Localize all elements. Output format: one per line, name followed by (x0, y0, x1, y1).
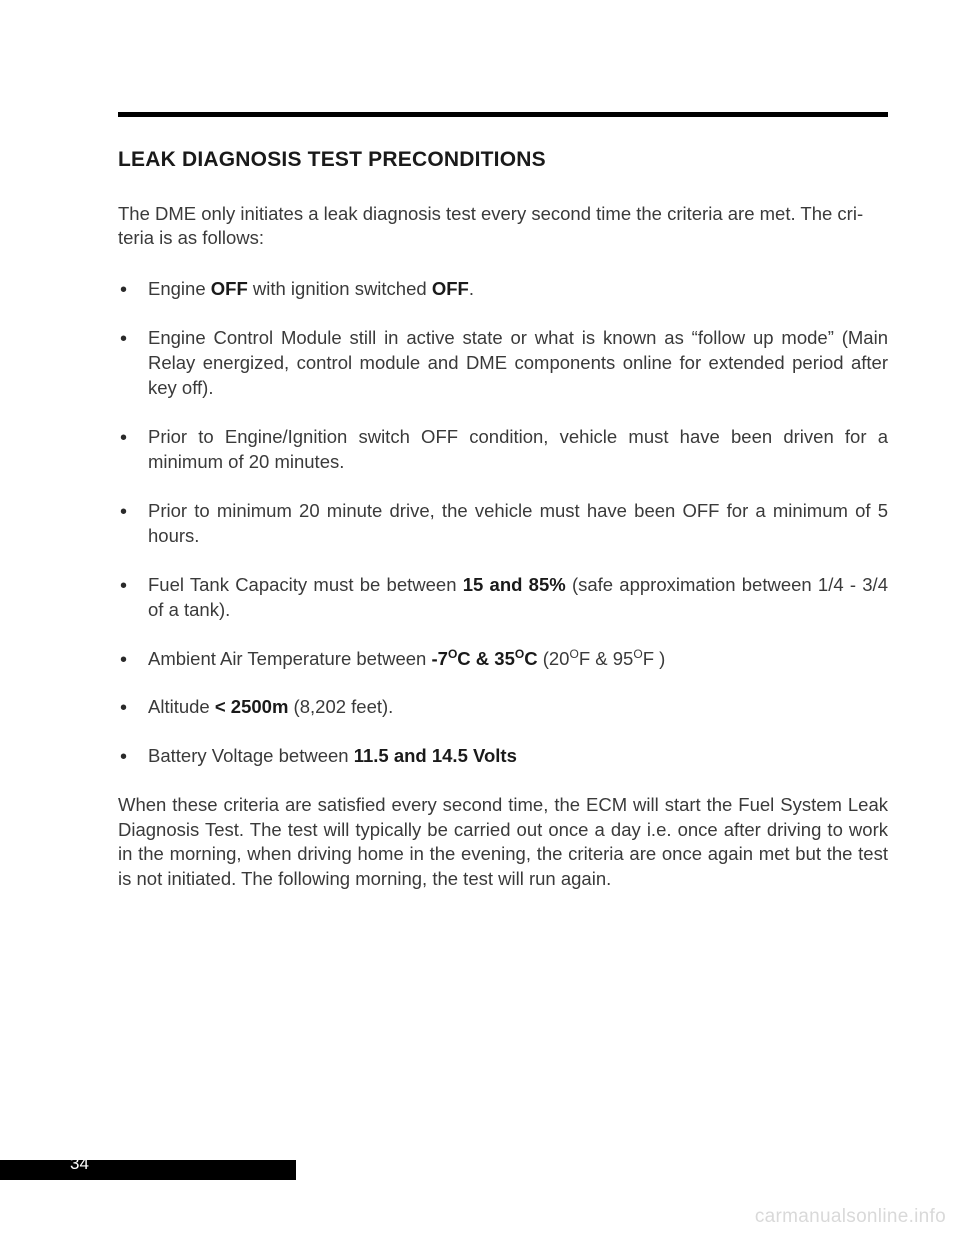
document-page: LEAK DIAGNOSIS TEST PRECONDITIONS The DM… (0, 0, 960, 1242)
intro-line-1: The DME only initiates a leak diagnosis … (118, 203, 863, 224)
text: Ambient Air Temperature between (148, 648, 431, 669)
criteria-item-3: Prior to Engine/Ignition switch OFF cond… (118, 425, 888, 475)
text: Engine (148, 278, 211, 299)
intro-paragraph: The DME only initiates a leak diagnosis … (118, 202, 888, 251)
page-content: LEAK DIAGNOSIS TEST PRECONDITIONS The DM… (118, 148, 888, 917)
top-horizontal-rule (118, 112, 888, 117)
bold-percent: 15 and 85% (463, 574, 572, 595)
t: C & 35 (457, 648, 515, 669)
intro-line-2: teria is as follows: (118, 227, 264, 248)
page-number: 34 (70, 1154, 89, 1174)
section-heading: LEAK DIAGNOSIS TEST PRECONDITIONS (118, 148, 888, 172)
text: . (469, 278, 474, 299)
text: with ignition switched (248, 278, 432, 299)
text: Altitude (148, 696, 215, 717)
bold-temp-low: -7OC & 35OC (431, 648, 542, 669)
sup: O (515, 646, 524, 660)
bold-off-2: OFF (432, 278, 469, 299)
criteria-item-8: Battery Voltage between 11.5 and 14.5 Vo… (118, 744, 888, 769)
closing-paragraph: When these criteria are satisfied every … (118, 793, 888, 891)
sup: O (448, 646, 457, 660)
text: Battery Voltage between (148, 745, 354, 766)
t: C (524, 648, 543, 669)
criteria-item-5: Fuel Tank Capacity must be between 15 an… (118, 573, 888, 623)
criteria-item-1: Engine OFF with ignition switched OFF. (118, 277, 888, 302)
page-number-bar (0, 1160, 296, 1180)
criteria-item-2: Engine Control Module still in active st… (118, 326, 888, 401)
bold-altitude: < 2500m (215, 696, 289, 717)
sup: O (633, 646, 642, 660)
criteria-item-7: Altitude < 2500m (8,202 feet). (118, 695, 888, 720)
criteria-list: Engine OFF with ignition switched OFF. E… (118, 277, 888, 770)
text: Fuel Tank Capacity must be between (148, 574, 463, 595)
watermark-text: carmanualsonline.info (755, 1206, 946, 1228)
text: (8,202 feet). (288, 696, 393, 717)
text: F ) (643, 648, 666, 669)
t: -7 (431, 648, 447, 669)
bold-voltage: 11.5 and 14.5 Volts (354, 745, 517, 766)
criteria-item-4: Prior to minimum 20 minute drive, the ve… (118, 499, 888, 549)
text: (20 (543, 648, 570, 669)
sup: O (569, 646, 578, 660)
bold-off-1: OFF (211, 278, 248, 299)
text: F & 95 (579, 648, 634, 669)
criteria-item-6: Ambient Air Temperature between -7OC & 3… (118, 647, 888, 672)
